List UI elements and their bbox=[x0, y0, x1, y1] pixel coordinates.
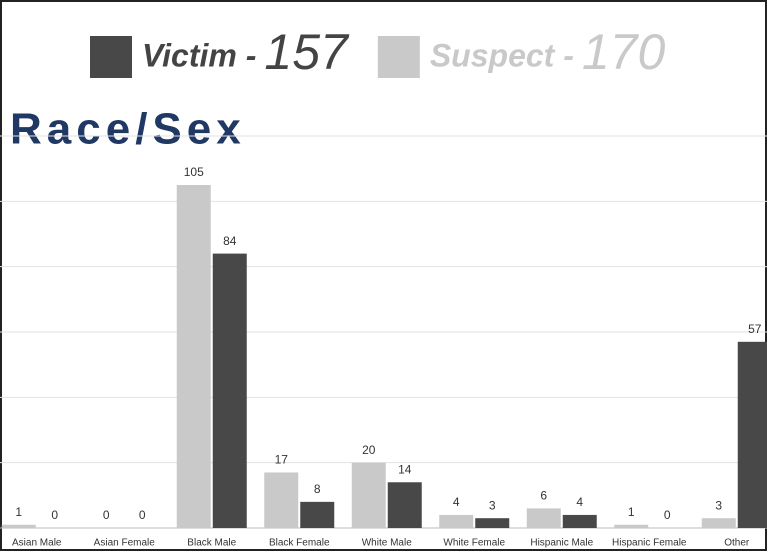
value-label: 0 bbox=[51, 508, 58, 522]
value-label: 3 bbox=[715, 498, 722, 512]
bar bbox=[439, 514, 474, 528]
value-label: 0 bbox=[139, 508, 146, 522]
bar bbox=[176, 185, 211, 528]
bar bbox=[351, 462, 386, 528]
value-label: 57 bbox=[748, 322, 762, 336]
value-label: 1 bbox=[15, 505, 22, 519]
value-label: 17 bbox=[275, 453, 289, 467]
legend-swatch bbox=[377, 36, 420, 78]
value-label: 84 bbox=[223, 234, 237, 248]
x-tick-label: Hispanic Female bbox=[612, 538, 687, 549]
value-label: 0 bbox=[103, 508, 110, 522]
legend-label: Suspect - bbox=[430, 37, 574, 73]
x-tick-label: Hispanic Male bbox=[530, 538, 593, 549]
value-label: 3 bbox=[489, 498, 496, 512]
bar bbox=[526, 508, 561, 528]
x-tick-label: White Female bbox=[443, 538, 505, 549]
legend-label: Victim - bbox=[142, 37, 256, 73]
value-label: 6 bbox=[540, 489, 547, 503]
bar bbox=[562, 514, 597, 528]
x-tick-label: Black Male bbox=[187, 538, 236, 549]
bar bbox=[387, 482, 422, 528]
bar bbox=[737, 341, 767, 528]
x-tick-label: Other bbox=[724, 538, 750, 549]
x-tick-label: Black Female bbox=[269, 538, 330, 549]
bar bbox=[264, 472, 299, 528]
bar bbox=[212, 253, 247, 528]
x-tick-label: Asian Male bbox=[12, 538, 62, 549]
value-label: 14 bbox=[398, 462, 412, 476]
bar bbox=[1, 524, 36, 528]
value-label: 4 bbox=[453, 495, 460, 509]
value-label: 0 bbox=[664, 508, 671, 522]
value-label: 8 bbox=[314, 482, 321, 496]
legend: Victim -157 Suspect -170 bbox=[90, 24, 665, 80]
bar bbox=[614, 524, 649, 528]
value-label: 20 bbox=[362, 443, 376, 457]
legend-total: 170 bbox=[582, 24, 666, 80]
x-tick-label: White Male bbox=[362, 538, 412, 549]
value-label: 4 bbox=[576, 495, 583, 509]
bar bbox=[701, 518, 736, 528]
bar bbox=[300, 501, 335, 528]
value-label: 1 bbox=[628, 505, 635, 519]
value-label: 105 bbox=[184, 165, 204, 179]
x-tick-label: Asian Female bbox=[94, 538, 156, 549]
legend-total: 157 bbox=[264, 24, 350, 80]
chart-title: Race/Sex bbox=[10, 105, 246, 154]
legend-swatch bbox=[90, 36, 132, 78]
bar bbox=[475, 518, 510, 528]
